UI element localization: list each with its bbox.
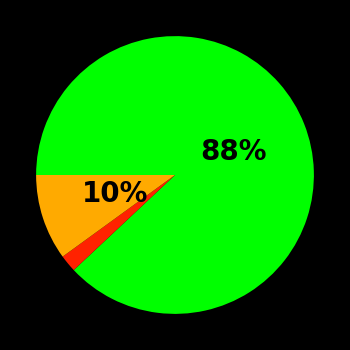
Text: 10%: 10% xyxy=(82,180,149,208)
Text: 88%: 88% xyxy=(200,138,266,166)
Wedge shape xyxy=(36,175,175,257)
Wedge shape xyxy=(36,36,314,314)
Wedge shape xyxy=(63,175,175,270)
